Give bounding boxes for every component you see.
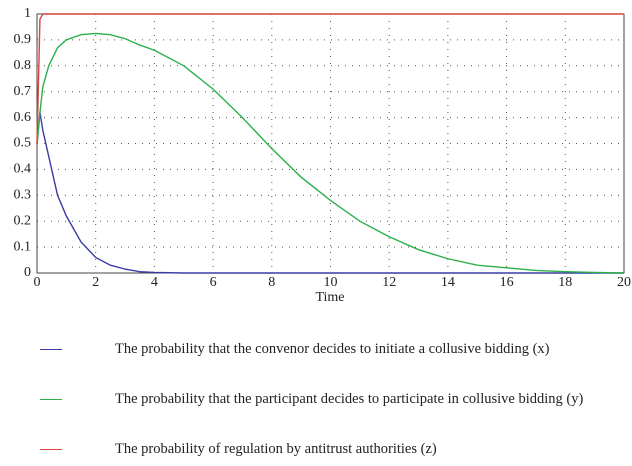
x-tick-label: 6 xyxy=(210,275,217,290)
legend-swatch xyxy=(40,449,62,450)
y-tick-label: 0.6 xyxy=(14,110,32,125)
x-tick-label: 4 xyxy=(151,275,158,290)
x-tick-label: 14 xyxy=(441,275,455,290)
y-tick-label: 0.2 xyxy=(14,213,32,228)
y-tick-label: 0 xyxy=(24,265,31,280)
legend-label: The probability that the participant dec… xyxy=(115,391,584,407)
series-line xyxy=(36,32,625,274)
series-line xyxy=(36,13,624,144)
plot-frame xyxy=(36,13,625,274)
x-tick-label: 18 xyxy=(558,275,572,290)
y-tick-label: 0.7 xyxy=(14,84,32,99)
x-axis-label: Time xyxy=(315,290,344,305)
legend-swatch xyxy=(40,399,62,400)
x-tick-label: 12 xyxy=(382,275,396,290)
legend-label: The probability that the convenor decide… xyxy=(115,341,550,357)
legend-entry: The probability of regulation by antitru… xyxy=(37,440,617,459)
x-tick-label: 0 xyxy=(34,275,41,290)
legend-entry: The probability that the participant dec… xyxy=(37,390,617,409)
y-tick-label: 0.4 xyxy=(14,162,32,177)
y-tick-label: 0.5 xyxy=(14,136,32,151)
series-line xyxy=(36,112,624,274)
y-tick-label: 0.8 xyxy=(14,58,32,73)
x-tick-label: 8 xyxy=(268,275,275,290)
x-tick-label: 10 xyxy=(324,275,338,290)
legend-entry: The probability that the convenor decide… xyxy=(37,340,617,359)
chart: Time 00.10.20.30.40.50.60.70.80.910 2 4 6 8 1… xyxy=(14,6,632,305)
legend-swatch xyxy=(40,349,62,350)
y-tick-label: 1 xyxy=(24,6,31,21)
legend-label: The probability of regulation by antitru… xyxy=(115,441,437,457)
y-tick-label: 0.9 xyxy=(14,32,32,47)
x-tick-label: 2 xyxy=(92,275,99,290)
x-tick-label: 16 xyxy=(500,275,514,290)
x-tick-label: 20 xyxy=(617,275,631,290)
y-tick-label: 0.1 xyxy=(14,239,32,254)
y-tick-label: 0.3 xyxy=(14,188,32,203)
